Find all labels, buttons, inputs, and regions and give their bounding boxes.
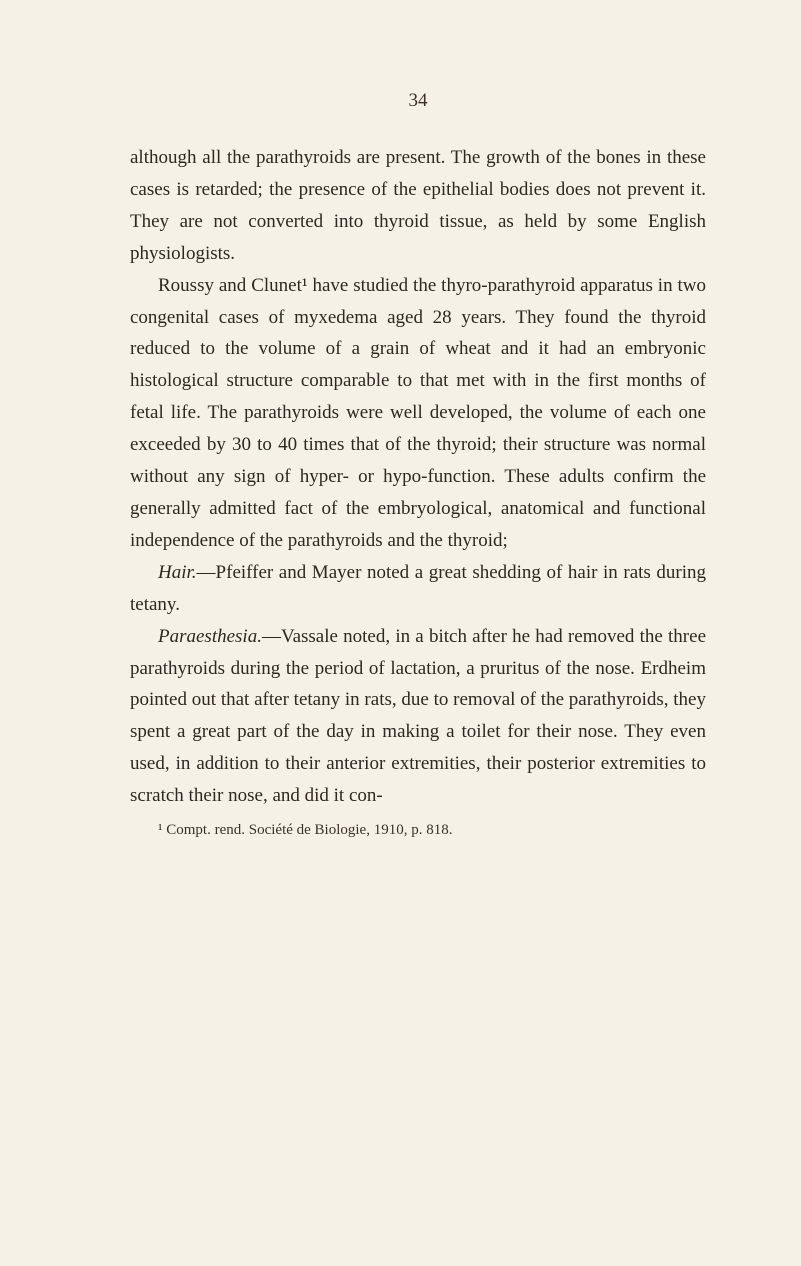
- paragraph-3: Hair.—Pfeiffer and Mayer noted a great s…: [130, 557, 706, 621]
- body-text-container: although all the parathyroids are presen…: [130, 142, 706, 812]
- page-container: 34 although all the parathyroids are pre…: [0, 0, 801, 899]
- footnote: ¹ Compt. rend. Société de Biologie, 1910…: [130, 822, 706, 839]
- paragraph-1: although all the parathyroids are presen…: [130, 142, 706, 270]
- paragraph-4: Paraesthesia.—Vassale noted, in a bitch …: [130, 621, 706, 812]
- paragraph-2: Roussy and Clunet¹ have studied the thyr…: [130, 270, 706, 557]
- page-number: 34: [130, 90, 706, 112]
